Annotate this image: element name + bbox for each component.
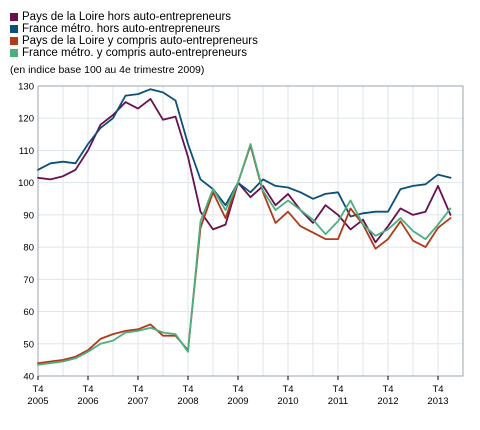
x-tick-quarter-label: T4 xyxy=(82,384,93,395)
x-tick-year-label: 2006 xyxy=(77,396,98,407)
legend-item-1: France métro. hors auto-entrepreneurs xyxy=(10,23,258,35)
legend-swatch xyxy=(10,37,18,45)
x-tick-quarter-label: T4 xyxy=(382,384,393,395)
series-line-3 xyxy=(37,143,452,366)
y-tick-label: 40 xyxy=(23,372,34,383)
x-tick-quarter-label: T4 xyxy=(132,384,143,395)
legend-label: France métro. y compris auto-entrepreneu… xyxy=(22,47,247,59)
legend-label: France métro. hors auto-entrepreneurs xyxy=(22,23,221,35)
x-tick-quarter-label: T4 xyxy=(232,384,243,395)
x-tick-quarter-label: T4 xyxy=(432,384,443,395)
y-tick-label: 130 xyxy=(18,82,34,93)
y-tick-label: 100 xyxy=(18,178,34,189)
legend-swatch xyxy=(10,25,18,33)
y-tick-label: 50 xyxy=(23,339,34,350)
y-tick-label: 70 xyxy=(23,275,34,286)
x-tick-year-label: 2007 xyxy=(127,396,148,407)
y-tick-label: 60 xyxy=(23,307,34,318)
chart-note: (en indice base 100 au 4e trimestre 2009… xyxy=(10,64,205,76)
x-tick-quarter-label: T4 xyxy=(332,384,343,395)
legend-swatch xyxy=(10,13,18,21)
y-tick-label: 120 xyxy=(18,114,34,125)
x-tick-year-label: 2010 xyxy=(277,396,298,407)
x-tick-year-label: 2005 xyxy=(27,396,48,407)
legend-item-2: Pays de la Loire y compris auto-entrepre… xyxy=(10,35,258,47)
plot-frame xyxy=(37,85,464,377)
series-line-2 xyxy=(37,144,452,365)
x-tick-year-label: 2009 xyxy=(227,396,248,407)
x-tick-year-label: 2012 xyxy=(377,396,398,407)
y-tick-label: 80 xyxy=(23,243,34,254)
series-line-1 xyxy=(37,88,452,218)
series-line-0 xyxy=(37,98,452,244)
x-tick-quarter-label: T4 xyxy=(32,384,43,395)
y-tick-label: 110 xyxy=(19,146,34,157)
x-tick-quarter-label: T4 xyxy=(282,384,293,395)
x-tick-year-label: 2013 xyxy=(427,396,448,407)
legend-item-0: Pays de la Loire hors auto-entrepreneurs xyxy=(10,11,258,23)
chart-legend: Pays de la Loire hors auto-entrepreneurs… xyxy=(10,11,258,59)
legend-label: Pays de la Loire y compris auto-entrepre… xyxy=(22,35,258,47)
y-tick-label: 90 xyxy=(23,210,34,221)
x-tick-year-label: 2008 xyxy=(177,396,198,407)
legend-item-3: France métro. y compris auto-entrepreneu… xyxy=(10,47,258,59)
x-tick-quarter-label: T4 xyxy=(182,384,193,395)
x-tick-year-label: 2011 xyxy=(328,396,348,407)
legend-swatch xyxy=(10,49,18,57)
legend-label: Pays de la Loire hors auto-entrepreneurs xyxy=(22,11,232,23)
